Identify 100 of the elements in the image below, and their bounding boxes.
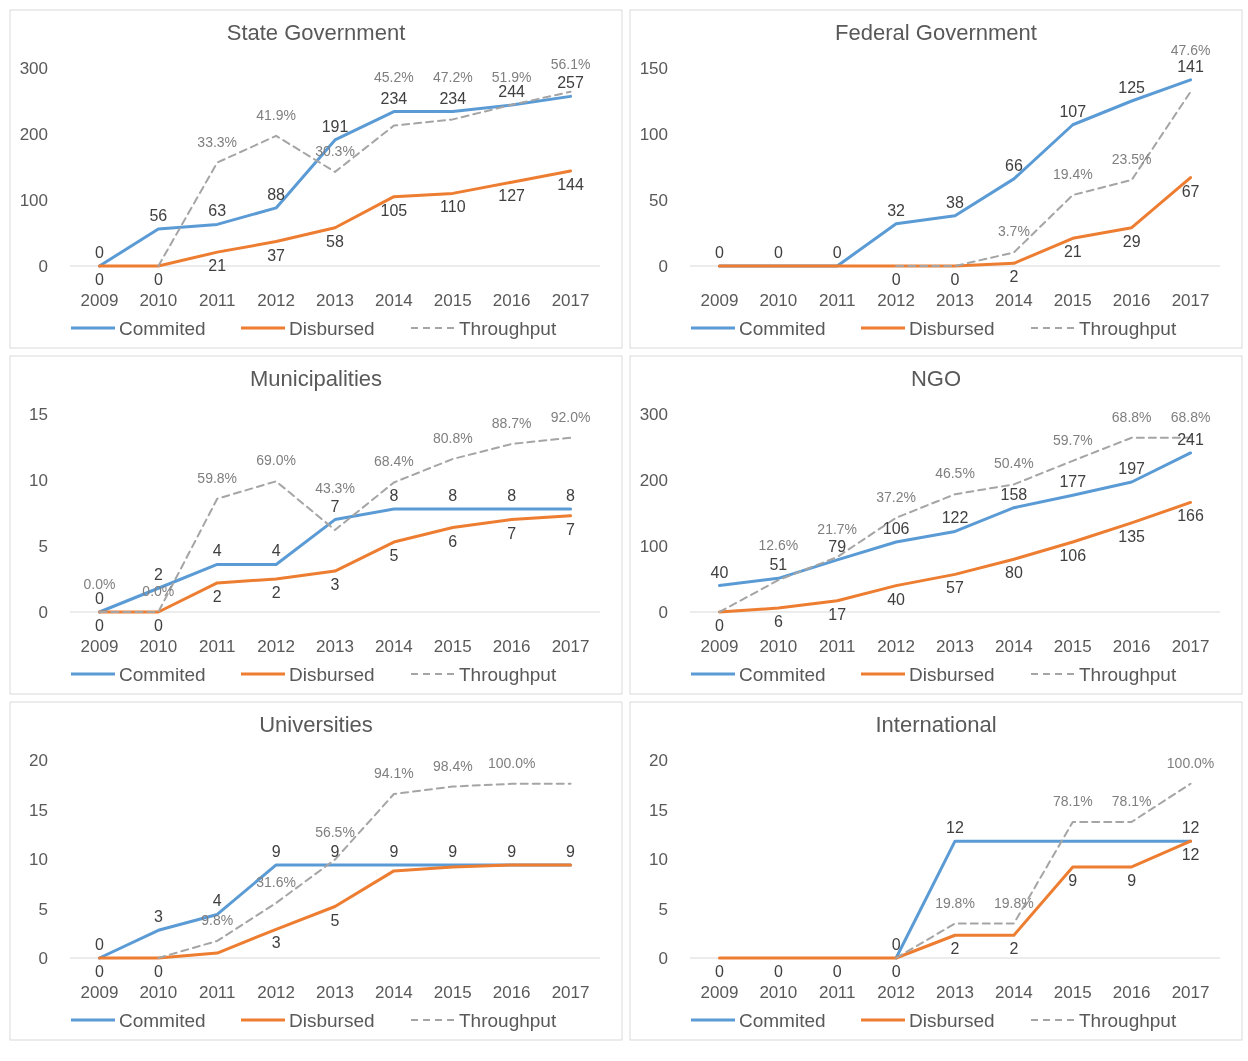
data-label: 9	[1127, 871, 1137, 889]
data-label: 56	[149, 207, 168, 225]
y-tick-label: 0	[38, 603, 48, 622]
data-label: 2	[212, 587, 222, 605]
data-label: 12	[946, 819, 964, 837]
x-tick-label: 2016	[1112, 983, 1151, 1002]
data-label: 9	[271, 842, 281, 860]
y-tick-label: 10	[29, 471, 48, 490]
legend-label: Commited	[739, 1010, 826, 1031]
legend-label: Commited	[119, 664, 206, 685]
x-tick-label: 2016	[492, 291, 531, 310]
x-tick-label: 2013	[316, 983, 354, 1002]
data-label: 3	[271, 934, 281, 952]
data-label: 5	[330, 911, 340, 929]
x-tick-label: 2013	[936, 983, 974, 1002]
x-tick-label: 2009	[80, 291, 119, 310]
data-label: 41.9%	[256, 106, 296, 123]
data-label: 4	[212, 542, 222, 560]
data-label: 38	[946, 193, 964, 211]
data-label: 191	[321, 117, 349, 135]
x-tick-label: 2010	[139, 983, 178, 1002]
x-tick-label: 2010	[759, 637, 798, 656]
data-label: 4	[271, 542, 281, 560]
data-label: 144	[557, 175, 584, 193]
data-label: 2	[1009, 940, 1019, 958]
data-label: 197	[1118, 459, 1146, 477]
x-tick-label: 2009	[700, 291, 739, 310]
data-label: 0	[714, 244, 724, 261]
data-label: 7	[507, 524, 517, 542]
data-label: 63	[208, 202, 227, 220]
x-tick-label: 2015	[1053, 291, 1092, 310]
y-tick-label: 20	[29, 751, 48, 770]
x-tick-label: 2009	[700, 983, 739, 1002]
data-label: 0	[891, 271, 901, 288]
x-tick-label: 2011	[198, 983, 236, 1002]
x-tick-label: 2013	[316, 291, 354, 310]
data-label: 7	[330, 497, 340, 515]
data-label: 66	[1004, 156, 1023, 174]
x-tick-label: 2009	[700, 637, 739, 656]
y-tick-label: 5	[658, 899, 668, 919]
data-label: 6	[448, 532, 458, 550]
data-label: 9.8%	[201, 911, 234, 928]
y-tick-label: 100	[19, 191, 48, 210]
data-label: 234	[439, 89, 467, 107]
data-label: 88.7%	[491, 415, 532, 432]
x-tick-label: 2014	[374, 983, 413, 1002]
data-label: 17	[828, 605, 847, 623]
data-label: 106	[882, 520, 910, 538]
legend-label: Throughput	[459, 1010, 557, 1031]
data-label: 106	[1059, 547, 1087, 565]
data-label: 4	[212, 892, 222, 910]
x-tick-label: 2012	[257, 291, 296, 310]
x-tick-label: 2014	[374, 637, 413, 656]
chart-title: Municipalities	[249, 366, 383, 391]
data-label: 0	[153, 617, 163, 634]
data-label: 100.0%	[487, 754, 536, 771]
y-tick-label: 5	[38, 537, 48, 556]
data-label: 58	[326, 232, 344, 250]
data-label: 8	[448, 487, 458, 505]
data-label: 47.2%	[432, 69, 473, 86]
data-label: 0	[94, 936, 104, 953]
x-tick-label: 2012	[257, 983, 296, 1002]
x-tick-label: 2015	[433, 983, 472, 1002]
data-label: 141	[1177, 57, 1204, 75]
data-label: 100.0%	[1166, 754, 1215, 771]
legend-label: Disbursed	[289, 318, 375, 339]
x-tick-label: 2013	[316, 637, 354, 656]
legend-label: Commited	[119, 1010, 206, 1031]
y-tick-label: 50	[649, 191, 668, 210]
data-label: 0	[950, 271, 960, 288]
data-label: 37	[267, 246, 286, 264]
x-tick-label: 2010	[759, 291, 798, 310]
y-tick-label: 100	[639, 125, 668, 144]
y-tick-label: 0	[658, 603, 668, 622]
data-label: 50.4%	[994, 455, 1034, 472]
y-tick-label: 0	[38, 257, 48, 276]
x-tick-label: 2010	[139, 637, 178, 656]
data-label: 0	[153, 963, 163, 980]
data-label: 51	[769, 556, 788, 574]
data-label: 122	[941, 509, 969, 527]
y-tick-label: 15	[649, 800, 668, 820]
data-label: 9	[507, 842, 517, 860]
x-tick-label: 2017	[1171, 983, 1210, 1002]
data-label: 0	[94, 244, 104, 261]
x-tick-label: 2012	[877, 983, 916, 1002]
data-label: 166	[1177, 507, 1204, 525]
x-tick-label: 2015	[433, 291, 472, 310]
x-tick-label: 2015	[1053, 983, 1092, 1002]
y-tick-label: 200	[639, 471, 668, 490]
x-tick-label: 2016	[492, 637, 531, 656]
data-label: 29	[1122, 232, 1141, 250]
data-label: 3.7%	[997, 223, 1030, 240]
x-tick-label: 2016	[1112, 637, 1151, 656]
x-tick-label: 2012	[257, 637, 296, 656]
data-label: 0	[714, 617, 724, 634]
y-tick-label: 20	[649, 751, 668, 770]
data-label: 2	[271, 584, 281, 601]
data-label: 107	[1059, 102, 1087, 120]
data-label: 12.6%	[758, 537, 799, 554]
x-tick-label: 2017	[1171, 291, 1210, 310]
